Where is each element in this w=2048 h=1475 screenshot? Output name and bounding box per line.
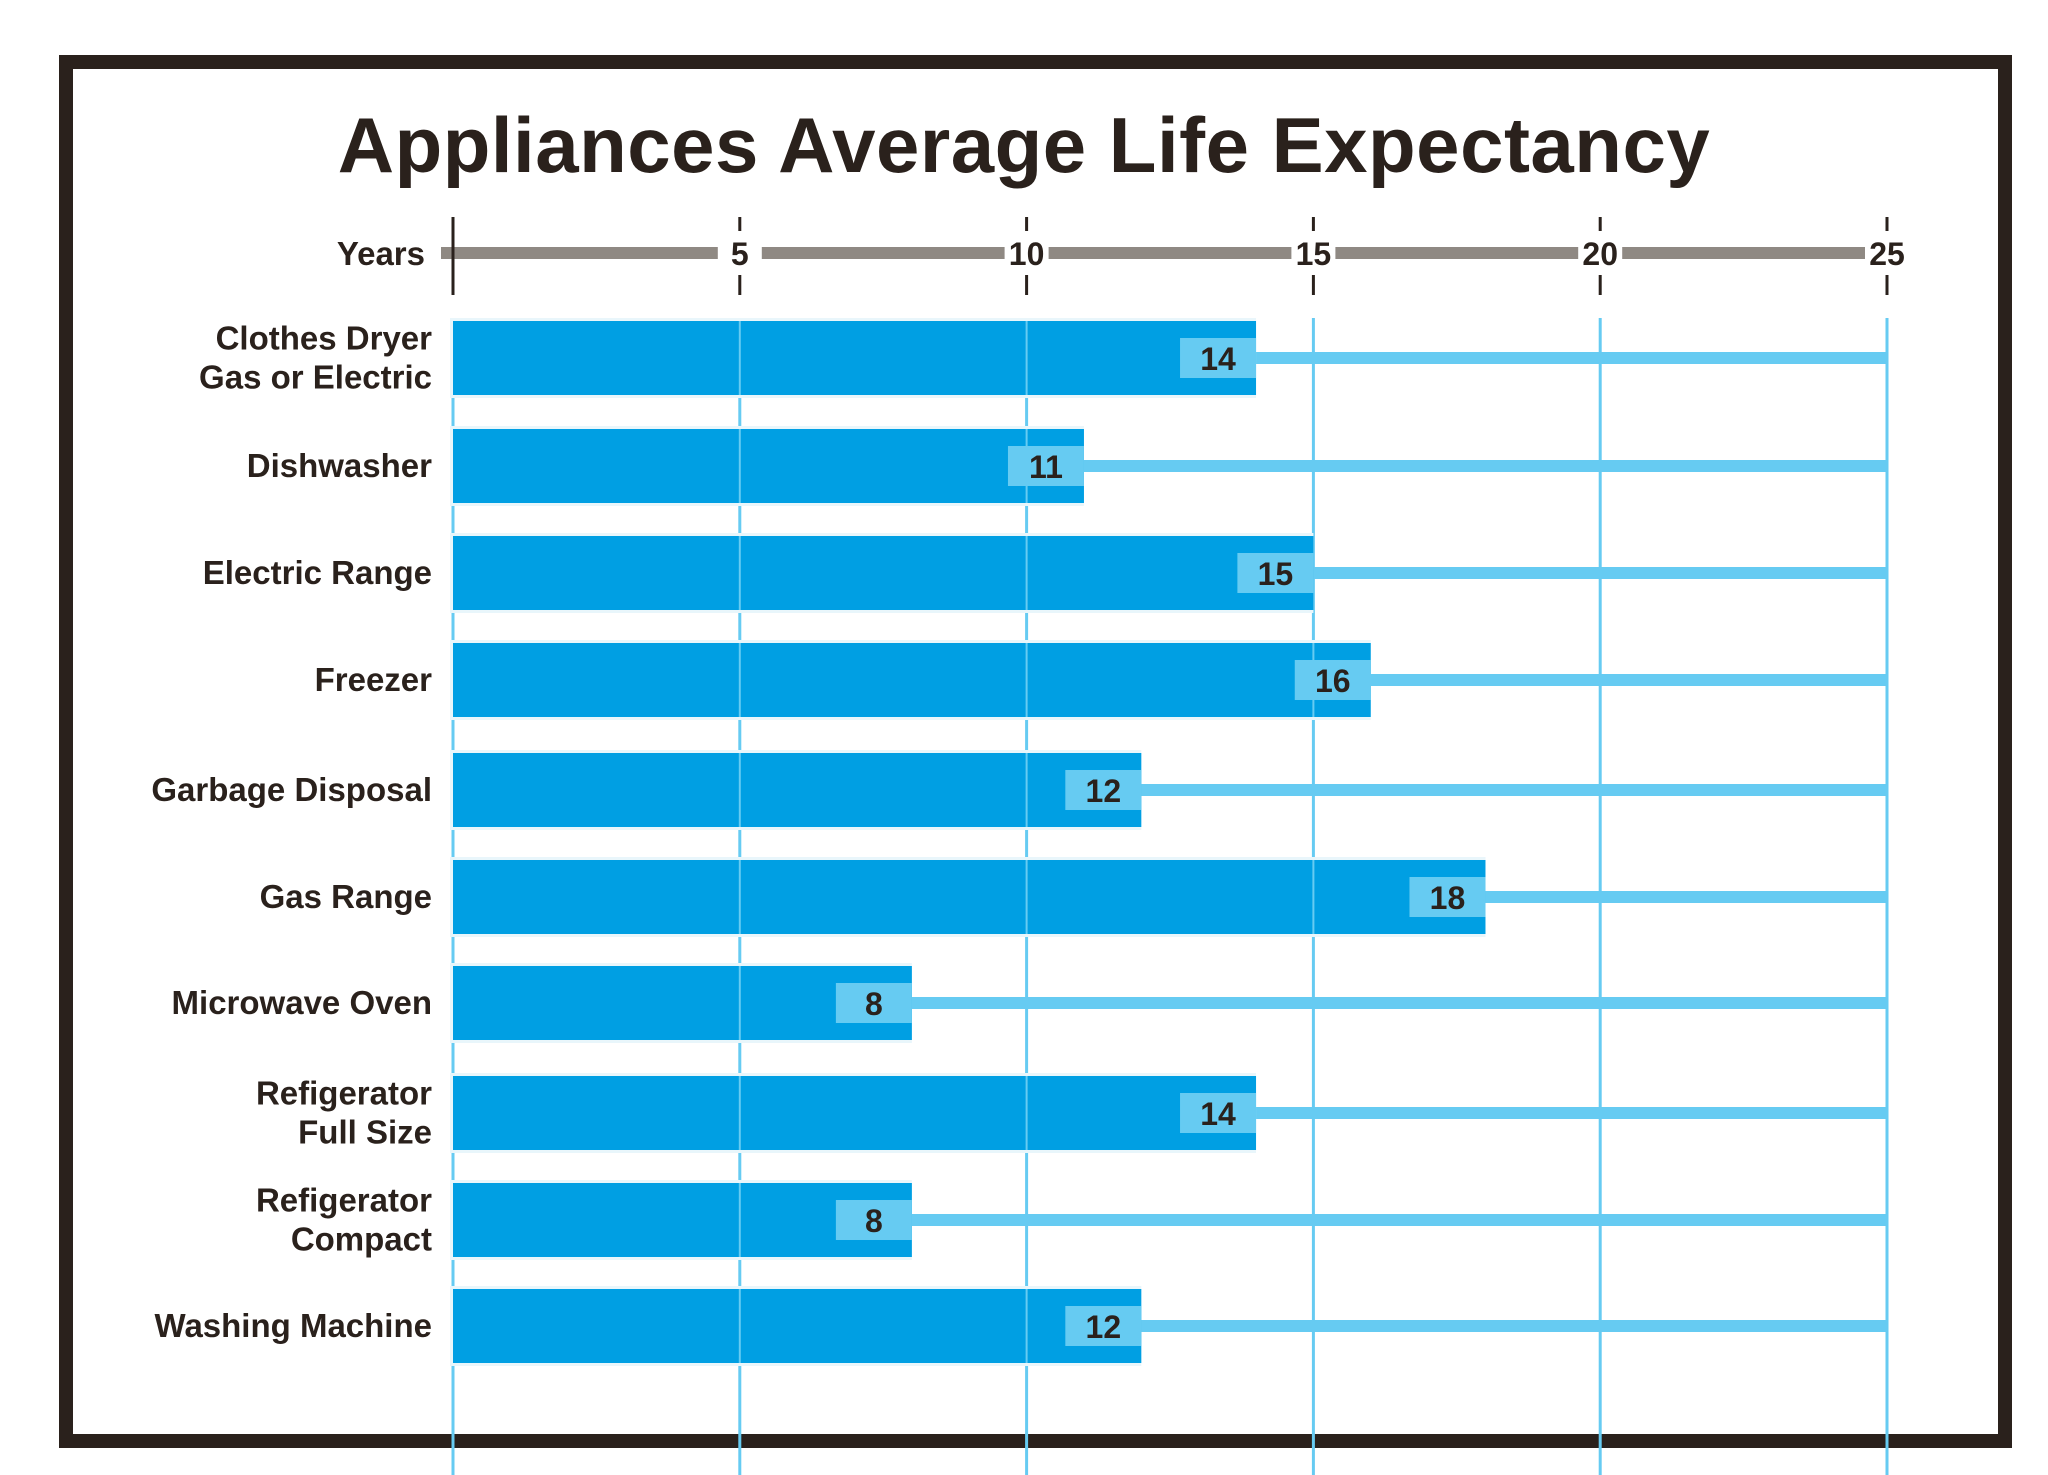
value-label: 15 <box>1258 556 1294 592</box>
x-tick-gap <box>1291 245 1336 261</box>
value-label: 16 <box>1315 663 1351 699</box>
bar <box>453 1289 1142 1363</box>
bar <box>453 643 1371 717</box>
category-label: Freezer <box>315 661 433 698</box>
bar <box>453 321 1257 395</box>
bar <box>453 429 1084 503</box>
category-label: Electric Range <box>203 554 432 591</box>
x-tick-label: 25 <box>1869 236 1905 272</box>
category-label: Garbage Disposal <box>151 771 432 808</box>
x-axis-line <box>441 247 1887 259</box>
value-label-box <box>1065 770 1142 810</box>
category-label: Dishwasher <box>247 447 432 484</box>
x-tick-label: 10 <box>1009 236 1045 272</box>
x-tick-gap <box>717 245 762 261</box>
x-tick-gap <box>1004 245 1049 261</box>
value-label-box <box>1180 1093 1257 1133</box>
value-label-box <box>1180 338 1257 378</box>
value-label: 8 <box>865 986 883 1022</box>
bar-track <box>1256 1107 1887 1119</box>
x-axis-label: Years <box>337 235 425 272</box>
x-tick-label: 5 <box>731 236 749 272</box>
value-label-box <box>835 1200 912 1240</box>
category-label: Full Size <box>298 1114 432 1151</box>
value-label-box <box>1065 1306 1142 1346</box>
value-label-box <box>1294 660 1371 700</box>
value-label: 14 <box>1200 341 1236 377</box>
bar <box>453 966 912 1040</box>
value-label-box <box>1007 446 1084 486</box>
bar-track <box>1083 460 1887 472</box>
value-label: 8 <box>865 1203 883 1239</box>
chart-frame <box>59 55 2012 1448</box>
bar <box>453 860 1486 934</box>
bar-track <box>1141 784 1887 796</box>
category-label: Washing Machine <box>155 1307 432 1344</box>
value-label: 12 <box>1086 1309 1122 1345</box>
category-label: Refigerator <box>256 1075 432 1112</box>
bar <box>453 536 1314 610</box>
category-label: Gas or Electric <box>199 359 432 396</box>
category-label: Refigerator <box>256 1182 432 1219</box>
bar <box>453 753 1142 827</box>
bar-track <box>1313 567 1887 579</box>
bar-track <box>1370 674 1887 686</box>
value-label-box <box>1409 877 1486 917</box>
value-label: 12 <box>1086 773 1122 809</box>
bar-track <box>1256 352 1887 364</box>
bar <box>453 1076 1257 1150</box>
category-label: Gas Range <box>260 878 432 915</box>
x-tick-label: 15 <box>1296 236 1332 272</box>
category-label: Microwave Oven <box>172 984 432 1021</box>
x-tick-label: 20 <box>1582 236 1618 272</box>
chart-title: Appliances Average Life Expectancy <box>337 101 1711 189</box>
bar-track <box>911 997 1887 1009</box>
category-label: Clothes Dryer <box>216 320 433 357</box>
bar-track <box>911 1214 1887 1226</box>
x-tick-gap <box>1578 245 1623 261</box>
value-label: 11 <box>1029 449 1063 485</box>
bar-track <box>1141 1320 1887 1332</box>
x-tick-gap <box>1865 245 1909 261</box>
value-label: 14 <box>1200 1096 1236 1132</box>
bar <box>453 1183 912 1257</box>
value-label-box <box>1237 553 1314 593</box>
category-label: Compact <box>291 1221 432 1258</box>
bar-track <box>1485 891 1887 903</box>
value-label: 18 <box>1430 880 1466 916</box>
value-label-box <box>835 983 912 1023</box>
